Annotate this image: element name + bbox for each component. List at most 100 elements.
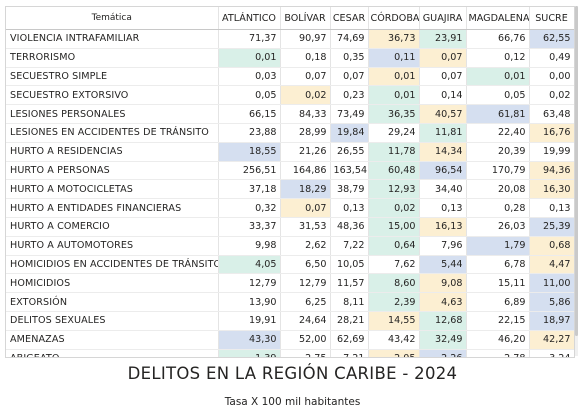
table-cell: 48,36 (330, 217, 369, 237)
table-row[interactable]: HURTO A RESIDENCIAS 18,55 21,26 26,55 11,78 1… (6, 142, 574, 162)
header-magdalena[interactable]: MAGDALENA (466, 7, 530, 30)
table-row[interactable]: ABIGEATO1,392,757,212,052,262,783,24 (6, 349, 574, 357)
table-cell: 9,98 (218, 236, 281, 256)
table-cell: 0,01 (368, 85, 420, 106)
table-row[interactable]: VIOLENCIA INTRAFAMILIAR 71,37 90,97 74,69 36… (6, 29, 574, 49)
table-row[interactable]: SECUESTRO EXTORSIVO 0,05 0,02 0,23 0,01 0,14 0… (6, 85, 574, 106)
table-cell: 13,90 (218, 292, 281, 312)
table-cell: 256,51 (218, 161, 281, 181)
table-cell: 62,69 (330, 330, 369, 350)
vertical-scrollbar[interactable] (575, 6, 578, 356)
table-cell: 19,84 (330, 123, 369, 143)
table-cell: 2,26 (419, 349, 467, 357)
report-subtitle: Tasa X 100 mil habitantes (224, 396, 361, 408)
table-cell: 11,81 (419, 123, 467, 143)
table-cell: 0,07 (330, 67, 369, 87)
table-cell: 15,00 (368, 217, 420, 237)
table-cell: 4,47 (529, 255, 574, 275)
table-row[interactable]: HURTO A PERSONAS 256,51 164,86 163,54 60,48 9… (6, 161, 574, 181)
table-cell: 34,40 (419, 179, 467, 200)
table-row[interactable]: SECUESTRO SIMPLE 0,03 0,07 0,07 0,01 0,07 0,01… (6, 67, 574, 87)
table-cell: 40,57 (419, 104, 467, 124)
header-sucre[interactable]: SUCRE (529, 7, 574, 30)
table-row[interactable]: HURTO A COMERCIO 33,37 31,53 48,36 15,00 16,1… (6, 217, 574, 237)
row-label: DELITOS SEXUALES (6, 311, 219, 331)
table-cell: 33,37 (218, 217, 281, 237)
table-cell: 31,53 (280, 217, 331, 237)
table-cell: 66,76 (466, 29, 530, 49)
table-cell: 60,48 (368, 161, 420, 181)
row-label: HURTO A AUTOMOTORES (6, 236, 219, 256)
table-cell: 4,05 (218, 255, 281, 275)
table-cell: 61,81 (466, 104, 530, 124)
table-row[interactable]: LESIONES EN ACCIDENTES DE TRÁNSITO 23,88 2… (6, 123, 574, 143)
table-cell: 0,07 (280, 67, 331, 87)
table-row[interactable]: HOMICIDIOS EN ACCIDENTES DE TRÁNSITO 4,05… (6, 255, 574, 275)
header-cordoba[interactable]: CÓRDOBA (368, 7, 420, 30)
table-cell: 4,63 (419, 292, 467, 312)
row-label: SECUESTRO SIMPLE (6, 67, 219, 87)
header-atlantico[interactable]: ATLÁNTICO (218, 7, 281, 30)
table-cell: 94,36 (529, 161, 574, 181)
table-cell: 16,13 (419, 217, 467, 237)
table-cell: 12,79 (218, 273, 281, 294)
header-bolivar[interactable]: BOLÍVAR (280, 7, 331, 30)
table-cell: 9,08 (419, 273, 467, 294)
row-label: HURTO A PERSONAS (6, 161, 219, 181)
table-row[interactable]: HURTO A MOTOCICLETAS 37,18 18,29 38,79 12,93… (6, 179, 574, 200)
table-cell: 2,05 (368, 349, 420, 357)
table-cell: 66,15 (218, 104, 281, 124)
table-cell: 96,54 (419, 161, 467, 181)
row-label: AMENAZAS (6, 330, 219, 350)
table-cell: 74,69 (330, 29, 369, 49)
header-tematica[interactable]: Temática (6, 7, 219, 30)
table-cell: 20,39 (466, 142, 530, 162)
table-row[interactable]: AMENAZAS 43,30 52,00 62,69 43,42 32,49 46,20 42… (6, 330, 574, 350)
table-cell: 0,02 (368, 198, 420, 218)
table-cell: 0,14 (419, 85, 467, 106)
table-row[interactable]: TERRORISMO 0,01 0,18 0,35 0,11 0,07 0,12 0,49 (6, 48, 574, 68)
table-cell: 26,03 (466, 217, 530, 237)
row-label: ABIGEATO (6, 349, 219, 357)
table-cell: 18,55 (218, 142, 281, 162)
table-cell: 23,91 (419, 29, 467, 49)
table-cell: 84,33 (280, 104, 331, 124)
table-cell: 21,26 (280, 142, 331, 162)
header-cesar[interactable]: CESAR (330, 7, 369, 30)
table-cell: 52,00 (280, 330, 331, 350)
table-cell: 46,20 (466, 330, 530, 350)
table-cell: 90,97 (280, 29, 331, 49)
table-row[interactable]: HURTO A AUTOMOTORES 9,98 2,62 7,22 0,64 7,96 1… (6, 236, 574, 256)
table-cell: 42,27 (529, 330, 574, 350)
table-cell: 11,00 (529, 273, 574, 294)
table-cell: 0,07 (419, 67, 467, 87)
scrollbar-thumb[interactable] (575, 6, 578, 336)
table-cell: 12,79 (280, 273, 331, 294)
table-row[interactable]: LESIONES PERSONALES 66,15 84,33 73,49 36,35 4… (6, 104, 574, 124)
table-cell: 6,89 (466, 292, 530, 312)
table-cell: 10,05 (330, 255, 369, 275)
table-cell: 0,13 (419, 198, 467, 218)
header-guajira[interactable]: GUAJIRA (419, 7, 467, 30)
row-label: TERRORISMO (6, 48, 219, 68)
table-cell: 164,86 (280, 161, 331, 181)
table-row[interactable]: DELITOS SEXUALES 19,91 24,64 28,21 14,55 12,6… (6, 311, 574, 331)
table-row[interactable]: HOMICIDIOS 12,79 12,79 11,57 8,60 9,08 15,11 11… (6, 273, 574, 294)
table-cell: 0,07 (419, 48, 467, 68)
table-cell: 36,73 (368, 29, 420, 49)
table-cell: 14,34 (419, 142, 467, 162)
table-row[interactable]: HURTO A ENTIDADES FINANCIERAS 0,32 0,07 0,1… (6, 198, 574, 218)
row-label: LESIONES PERSONALES (6, 104, 219, 124)
table-cell: 0,01 (466, 67, 530, 87)
table-cell: 71,37 (218, 29, 281, 49)
table-cell: 12,93 (368, 179, 420, 200)
row-label: EXTORSIÓN (6, 292, 219, 312)
table-cell: 29,24 (368, 123, 420, 143)
table-cell: 0,68 (529, 236, 574, 256)
table-row[interactable]: EXTORSIÓN 13,90 6,25 8,11 2,39 4,63 6,89 5,86 (6, 292, 574, 312)
table-cell: 19,91 (218, 311, 281, 331)
table-cell: 16,76 (529, 123, 574, 143)
table-cell: 15,11 (466, 273, 530, 294)
table-cell: 18,97 (529, 311, 574, 331)
table-cell: 36,35 (368, 104, 420, 124)
